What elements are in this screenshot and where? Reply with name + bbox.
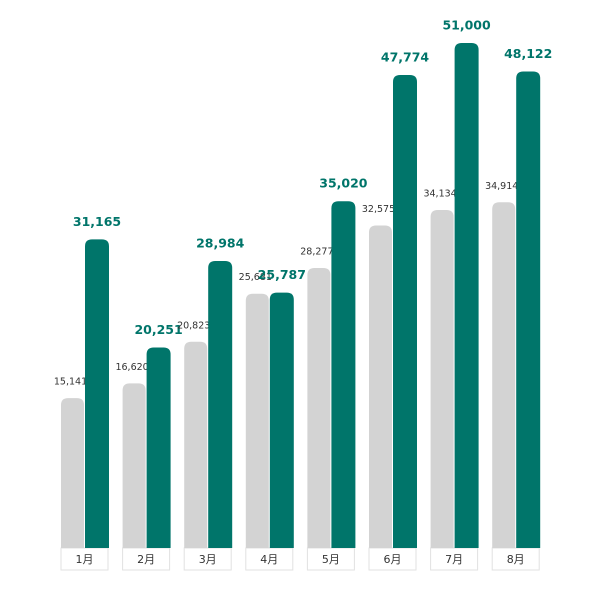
value-label: 28,984 [196,236,245,251]
value-label: 16,620 [115,362,148,373]
value-label: 25,681 [239,272,272,283]
bar [61,398,84,548]
x-tick-label: 5月 [322,553,340,566]
x-tick-label: 2月 [137,553,155,566]
bar [85,239,109,548]
bar [430,210,454,548]
value-label: 25,787 [258,267,306,282]
bar [122,383,146,548]
x-tick-label: 7月 [445,553,463,566]
bar [454,43,479,548]
bar [492,202,516,548]
category-cell [60,547,109,571]
bar [393,74,417,548]
value-label: 34,914 [485,181,518,192]
x-tick-label: 6月 [384,553,402,566]
bar [208,261,233,548]
value-label: 51,000 [442,18,491,33]
bar [331,201,356,548]
bar [369,225,392,548]
x-tick-label: 3月 [199,553,217,566]
category-cell [122,547,171,571]
x-tick-label: 8月 [507,553,525,566]
bar [245,293,269,548]
value-label: 47,774 [381,49,430,64]
x-tick-label: 4月 [260,553,278,566]
category-cell [306,547,355,571]
bar [146,347,171,548]
value-label: 31,165 [73,214,121,229]
bar [516,71,541,549]
bar [269,292,294,548]
value-label: 15,141 [54,377,87,388]
bar [307,268,331,548]
category-cell [183,547,232,571]
value-label: 20,251 [134,322,182,337]
value-label: 48,122 [504,46,552,61]
bar [184,341,208,548]
category-cell [368,547,417,571]
value-label: 20,823 [177,320,210,331]
value-label: 35,020 [319,176,368,191]
category-cell [245,547,294,571]
value-label: 32,575 [362,204,395,215]
category-cell [430,547,479,571]
value-label: 28,277 [300,247,333,258]
value-label: 34,134 [423,189,456,200]
category-cell [491,547,540,571]
x-tick-label: 1月 [76,553,94,566]
